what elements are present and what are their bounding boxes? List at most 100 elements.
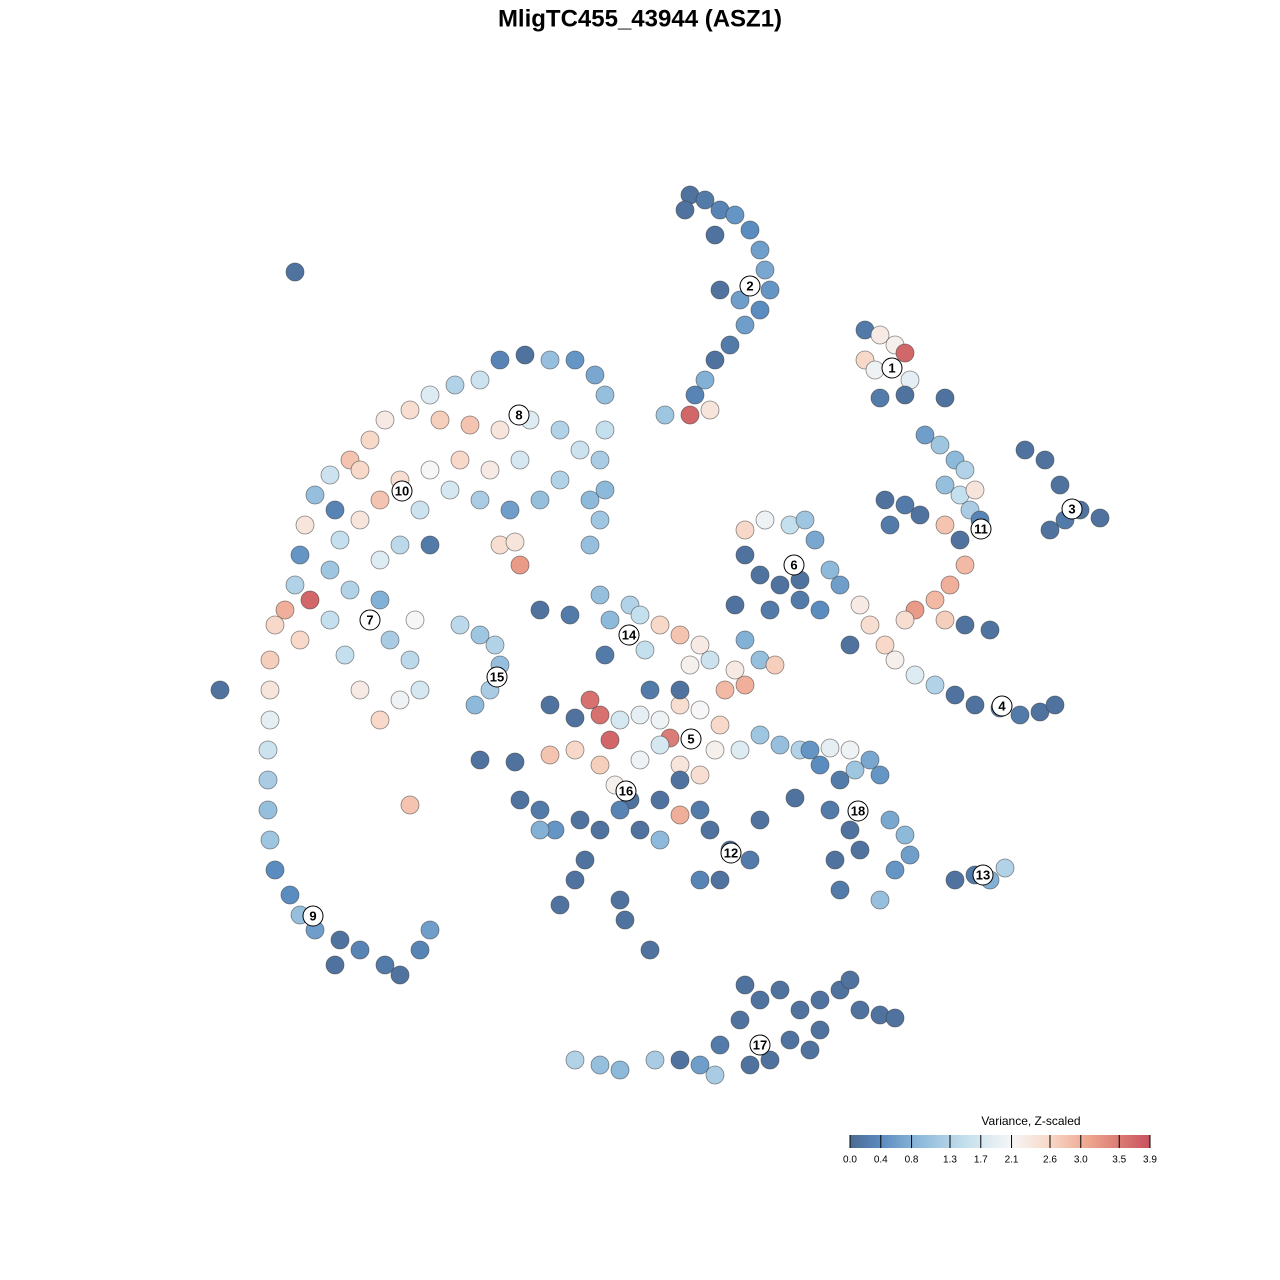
point — [410, 680, 430, 700]
point — [780, 1030, 800, 1050]
point — [860, 750, 880, 770]
point — [400, 650, 420, 670]
point — [600, 610, 620, 630]
point — [955, 615, 975, 635]
cluster-label: 14 — [622, 627, 637, 642]
point — [530, 490, 550, 510]
point — [895, 343, 915, 363]
point — [640, 680, 660, 700]
point — [840, 740, 860, 760]
point — [590, 585, 610, 605]
point — [825, 850, 845, 870]
point — [840, 970, 860, 990]
point — [710, 280, 730, 300]
point — [870, 325, 890, 345]
point — [1035, 450, 1055, 470]
point — [935, 515, 955, 535]
point — [925, 675, 945, 695]
point — [765, 655, 785, 675]
point — [430, 410, 450, 430]
point — [810, 1020, 830, 1040]
point — [770, 980, 790, 1000]
point — [940, 575, 960, 595]
point — [490, 420, 510, 440]
point — [740, 220, 760, 240]
point — [470, 490, 490, 510]
point — [830, 880, 850, 900]
point — [615, 910, 635, 930]
cluster-label: 7 — [366, 612, 373, 627]
point — [670, 1050, 690, 1070]
point — [700, 650, 720, 670]
point — [590, 755, 610, 775]
point — [575, 850, 595, 870]
point — [610, 890, 630, 910]
point — [630, 820, 650, 840]
point — [320, 610, 340, 630]
colorbar: Variance, Z-scaled 0.0 0.4 0.8 1.3 1.7 2.1 2.6… — [843, 1114, 1157, 1165]
point — [630, 750, 650, 770]
point — [285, 575, 305, 595]
point — [275, 600, 295, 620]
point — [810, 990, 830, 1010]
point — [820, 800, 840, 820]
point — [590, 510, 610, 530]
point — [690, 700, 710, 720]
point — [725, 205, 745, 225]
point — [750, 810, 770, 830]
point — [350, 460, 370, 480]
point — [705, 225, 725, 245]
point — [595, 420, 615, 440]
point — [540, 350, 560, 370]
colorbar-tick-label: 2.1 — [1005, 1155, 1019, 1166]
cluster-label: 18 — [851, 803, 865, 818]
point — [375, 410, 395, 430]
point — [325, 955, 345, 975]
point — [330, 930, 350, 950]
point — [265, 860, 285, 880]
point — [595, 385, 615, 405]
point — [610, 1060, 630, 1080]
colorbar-tick-label: 3.5 — [1112, 1155, 1126, 1166]
point — [515, 345, 535, 365]
point — [320, 465, 340, 485]
point — [1040, 520, 1060, 540]
point — [650, 735, 670, 755]
point — [700, 820, 720, 840]
point — [630, 705, 650, 725]
point — [1045, 695, 1065, 715]
point — [915, 425, 935, 445]
point — [450, 450, 470, 470]
point — [210, 680, 230, 700]
point — [550, 895, 570, 915]
point — [760, 280, 780, 300]
cluster-label: 8 — [515, 407, 522, 422]
point — [810, 600, 830, 620]
point — [1090, 508, 1110, 528]
point — [865, 360, 885, 380]
point — [635, 640, 655, 660]
point — [875, 635, 895, 655]
point — [705, 740, 725, 760]
point — [510, 555, 530, 575]
point — [980, 620, 1000, 640]
cluster-label: 9 — [309, 908, 316, 923]
point — [845, 760, 865, 780]
cluster-label: 13 — [976, 867, 990, 882]
point — [325, 500, 345, 520]
point — [560, 605, 580, 625]
point — [480, 460, 500, 480]
point — [370, 490, 390, 510]
point — [690, 1055, 710, 1075]
point — [755, 510, 775, 530]
point — [715, 680, 735, 700]
point — [760, 600, 780, 620]
colorbar-tick-label: 2.6 — [1043, 1155, 1057, 1166]
point — [470, 370, 490, 390]
point — [610, 800, 630, 820]
point — [565, 740, 585, 760]
point — [895, 385, 915, 405]
colorbar-tick-label: 1.3 — [943, 1155, 957, 1166]
point — [895, 825, 915, 845]
point — [410, 940, 430, 960]
